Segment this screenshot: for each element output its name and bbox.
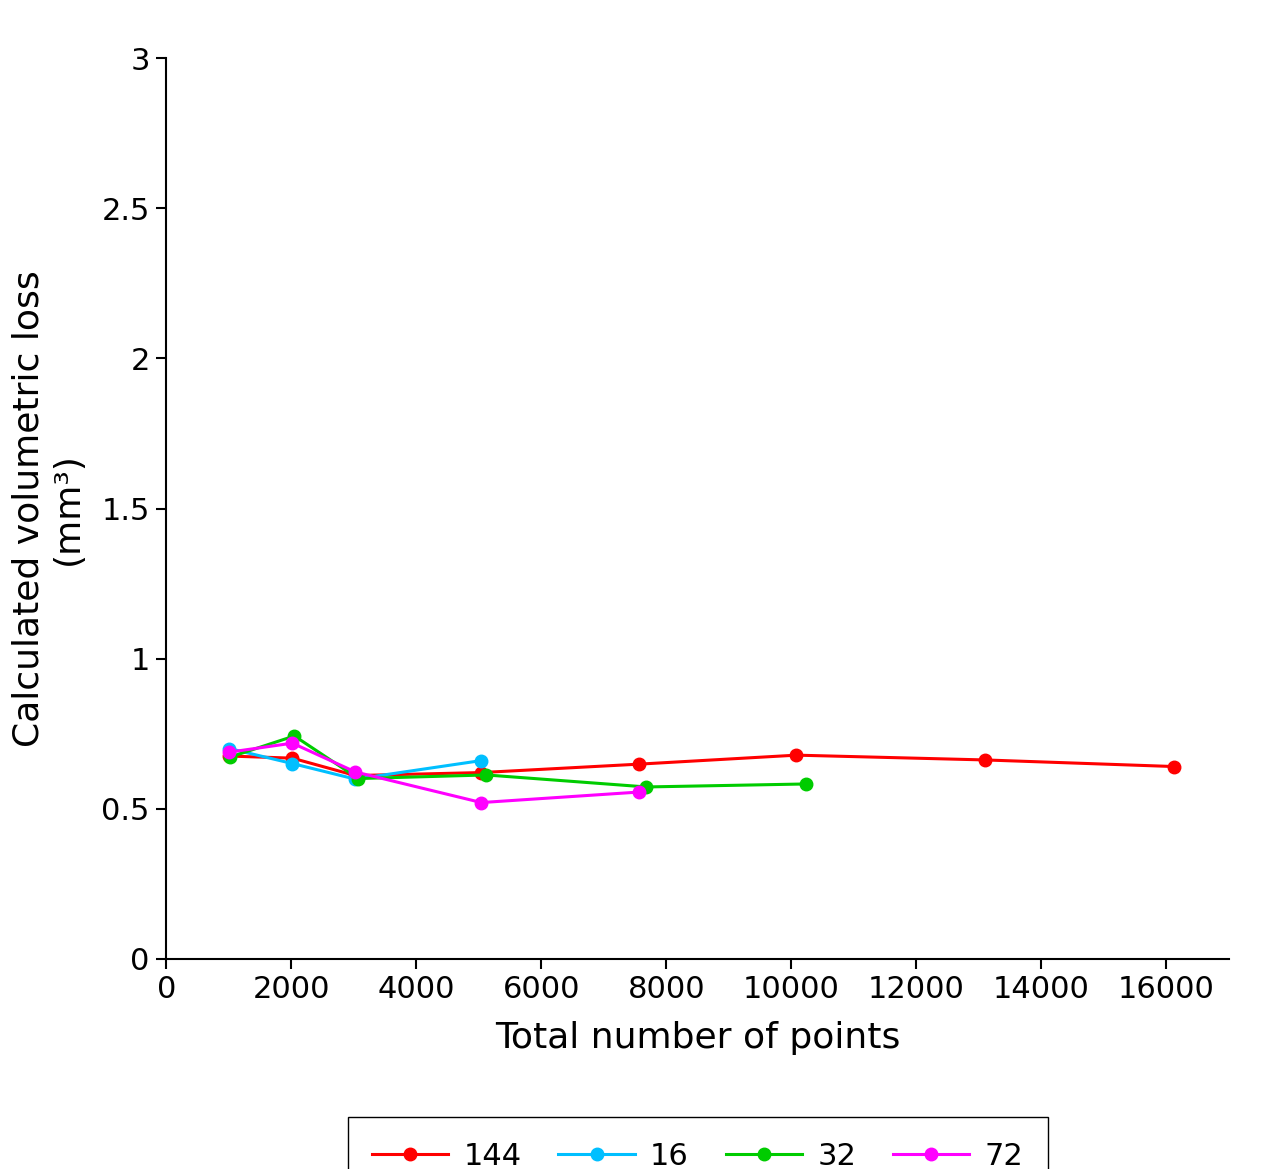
72 [474, 796, 489, 810]
Line: 144: 144 [223, 749, 1180, 782]
16 [348, 773, 364, 787]
144 [978, 753, 993, 767]
32 [351, 772, 366, 786]
Legend: 144, 16, 32, 72: 144, 16, 32, 72 [348, 1118, 1047, 1169]
144 [348, 768, 364, 782]
72 [284, 736, 300, 750]
16 [474, 754, 489, 768]
32 [799, 777, 814, 791]
72 [221, 745, 237, 759]
16 [284, 756, 300, 770]
144 [1166, 760, 1181, 774]
Line: 72: 72 [223, 736, 645, 809]
32 [223, 750, 238, 765]
Y-axis label: Calculated volumetric loss
(mm³): Calculated volumetric loss (mm³) [12, 270, 84, 747]
Line: 32: 32 [224, 729, 813, 794]
72 [631, 786, 646, 800]
72 [348, 765, 364, 779]
X-axis label: Total number of points: Total number of points [495, 1021, 900, 1054]
16 [221, 741, 237, 755]
144 [221, 749, 237, 763]
144 [788, 748, 804, 762]
144 [284, 752, 300, 766]
Line: 16: 16 [223, 742, 488, 786]
144 [631, 758, 646, 772]
32 [479, 768, 494, 782]
32 [287, 729, 302, 743]
32 [639, 780, 654, 794]
144 [474, 766, 489, 780]
